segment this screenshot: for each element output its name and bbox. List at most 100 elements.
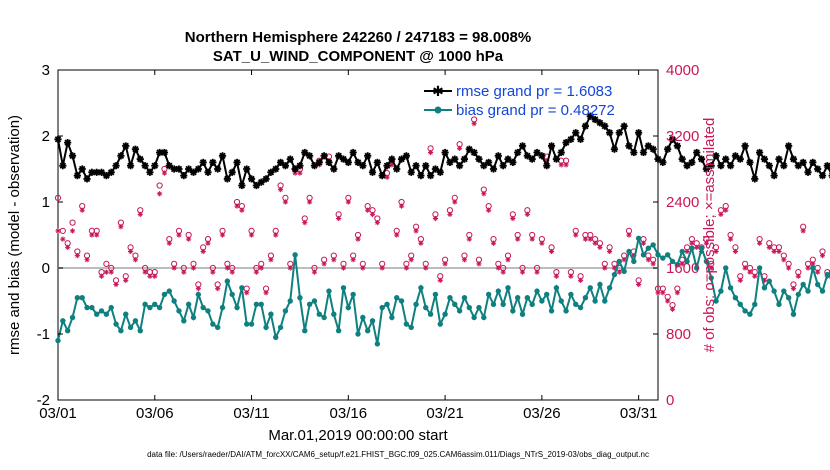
- rmse-point: [789, 155, 798, 163]
- obs-assimilated-point: [665, 298, 671, 304]
- obs-assimilated-point: [510, 215, 516, 222]
- rmse-point: [722, 155, 730, 163]
- rmse-point: [707, 162, 715, 170]
- bias-point: [694, 265, 700, 271]
- bias-point: [606, 285, 613, 291]
- bias-point: [514, 295, 521, 301]
- obs-assimilated-point: [219, 232, 226, 238]
- rmse-point: [760, 155, 769, 163]
- bias-point: [297, 295, 303, 301]
- bias-point: [752, 301, 758, 307]
- obs-assimilated-point: [234, 203, 240, 209]
- bias-point: [631, 258, 637, 265]
- bias-point: [384, 301, 390, 307]
- bias-point: [810, 265, 816, 271]
- bias-point: [437, 321, 443, 327]
- obs-assimilated-point: [447, 211, 453, 217]
- rmse-point: [581, 122, 590, 130]
- bias-point: [306, 301, 313, 307]
- obs-assimilated-point: [137, 211, 143, 217]
- x-tick-label: 03/01: [39, 405, 77, 422]
- rmse-point: [552, 155, 560, 163]
- obs-assimilated-point: [190, 265, 197, 271]
- bias-point: [273, 334, 279, 340]
- bias-point: [795, 291, 802, 298]
- rmse-point: [649, 145, 657, 153]
- bias-point: [268, 311, 274, 317]
- bias-point: [282, 308, 289, 314]
- rmse-point: [83, 175, 91, 183]
- obs-assimilated-point: [74, 253, 80, 259]
- rmse-point: [393, 165, 401, 173]
- bias-point: [84, 304, 90, 311]
- rmse-point: [431, 165, 440, 173]
- bias-point: [181, 318, 187, 324]
- obs-assimilated-point: [790, 286, 797, 292]
- bias-point: [635, 235, 642, 241]
- obs-assimilated-point: [350, 257, 356, 263]
- rmse-point: [823, 162, 830, 170]
- obs-assimilated-point: [752, 273, 758, 279]
- rmse-point: [460, 155, 469, 163]
- rmse-point: [441, 148, 449, 157]
- bias-point: [123, 311, 129, 317]
- obs-assimilated-point: [379, 265, 385, 271]
- obs-assimilated-point: [65, 244, 71, 250]
- obs-assimilated-point: [723, 207, 729, 213]
- bias-point: [60, 318, 66, 324]
- rmse-point: [262, 175, 270, 183]
- rmse-point: [756, 148, 764, 157]
- rmse-point: [567, 135, 575, 143]
- bias-point: [152, 301, 158, 307]
- bias-point: [292, 252, 298, 258]
- chart-title-line2: SAT_U_WIND_COMPONENT @ 1000 hPa: [213, 48, 504, 65]
- obs-assimilated-point: [674, 290, 680, 296]
- obs-possible-point: [54, 194, 62, 201]
- bias-point: [655, 252, 661, 258]
- obs-assimilated-point: [718, 211, 724, 217]
- rmse-point: [814, 165, 822, 173]
- obs-assimilated-point: [108, 269, 114, 275]
- x-tick-label: 03/16: [330, 405, 368, 422]
- bias-point: [495, 288, 502, 294]
- obs-assimilated-point: [142, 269, 148, 275]
- obs-assimilated-point: [737, 277, 743, 283]
- obs-assimilated-point: [118, 224, 124, 230]
- plot-area: [54, 69, 830, 401]
- rmse-point: [601, 122, 609, 130]
- obs-assimilated-point: [713, 248, 719, 255]
- bias-point: [64, 328, 71, 334]
- obs-assimilated-point: [268, 257, 274, 263]
- bias-point: [89, 304, 95, 311]
- obs-assimilated-point: [123, 277, 129, 283]
- bias-point: [553, 285, 560, 291]
- obs-assimilated-point: [621, 257, 627, 263]
- bias-point: [674, 262, 681, 268]
- rmse-point: [378, 172, 386, 180]
- rmse-point: [693, 148, 701, 157]
- rmse-point: [673, 142, 681, 150]
- bias-point: [505, 285, 511, 291]
- bias-point: [389, 314, 395, 321]
- obs-assimilated-point: [224, 265, 230, 271]
- bias-point: [205, 308, 211, 314]
- bias-point: [510, 308, 516, 314]
- obs-assimilated-point: [732, 248, 739, 255]
- rmse-point: [247, 175, 256, 183]
- obs-assimilated-point: [307, 199, 313, 205]
- rmse-point: [494, 152, 502, 160]
- bias-point: [597, 281, 603, 288]
- obs-assimilated-point: [471, 121, 477, 127]
- bias-point: [471, 314, 477, 321]
- rmse-point: [470, 148, 478, 157]
- obs-assimilated-point: [500, 269, 506, 275]
- bias-point: [723, 265, 729, 271]
- bias-point: [427, 311, 434, 317]
- rmse-point: [131, 145, 140, 153]
- legend: ✱ rmse grand pr = 1.6083 bias grand pr =…: [424, 83, 615, 119]
- obs-assimilated-point: [432, 215, 439, 222]
- rmse-point: [654, 155, 662, 163]
- obs-assimilated-point: [186, 236, 192, 242]
- obs-assimilated-point: [69, 228, 76, 234]
